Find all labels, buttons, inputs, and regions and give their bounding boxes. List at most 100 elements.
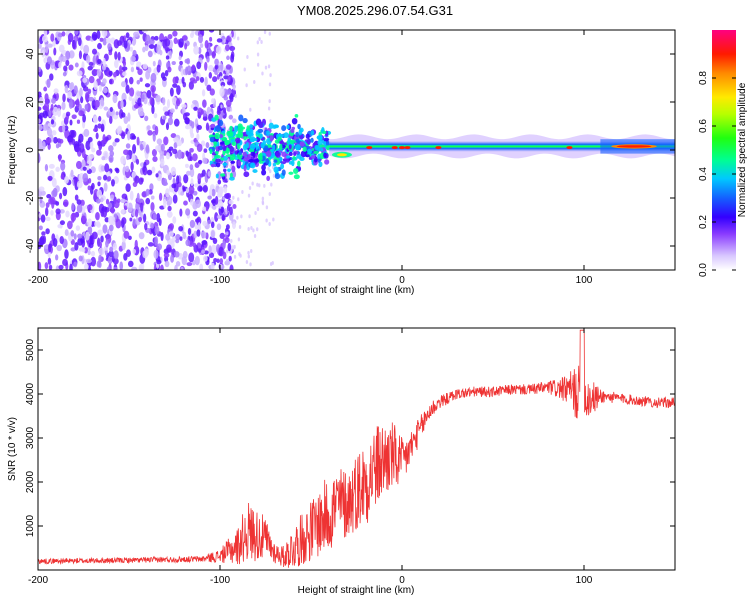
noise-dot (129, 87, 135, 97)
noise-dot (211, 50, 216, 59)
noise-dot (114, 59, 119, 69)
noise-dot (171, 183, 177, 189)
noise-dot (125, 143, 131, 149)
noise-dot (229, 45, 236, 52)
noise-dot (98, 247, 105, 256)
noise-dot (188, 252, 195, 263)
noise-dot (38, 66, 42, 73)
noise-dot (78, 37, 82, 47)
blob-dot (259, 133, 263, 139)
noise-dot (93, 128, 99, 133)
noise-dot (64, 229, 69, 237)
noise-dot (175, 233, 181, 241)
noise-dot (136, 192, 140, 203)
sparse-dot (222, 196, 225, 201)
noise-dot (102, 209, 107, 218)
noise-dot (96, 149, 102, 156)
noise-dot (83, 246, 88, 254)
sparse-dot (270, 182, 273, 187)
noise-dot (125, 32, 130, 39)
noise-dot (50, 209, 54, 216)
noise-dot (220, 206, 225, 213)
sparse-dot (221, 85, 224, 90)
noise-dot (181, 35, 188, 41)
noise-dot (82, 86, 89, 92)
blob-dot (231, 165, 236, 173)
band-hotspot (391, 146, 398, 150)
noise-dot (160, 264, 164, 270)
noise-dot (60, 173, 65, 180)
noise-dot (131, 152, 136, 162)
sparse-dot (261, 200, 265, 205)
noise-dot (41, 140, 46, 150)
noise-dot (70, 212, 77, 222)
noise-dot (39, 235, 45, 246)
noise-dot (91, 182, 95, 190)
blob-dot (242, 117, 248, 124)
noise-dot (77, 237, 83, 246)
noise-dot (141, 94, 145, 103)
spectrogram-xtick-label: 0 (399, 275, 405, 286)
noise-dot (208, 30, 215, 33)
noise-dot (176, 175, 180, 185)
sparse-dot (254, 211, 257, 216)
noise-dot (51, 177, 57, 188)
noise-dot (74, 241, 79, 251)
blob-dot (292, 155, 296, 161)
noise-dot (195, 199, 202, 208)
noise-dot (74, 30, 79, 35)
sparse-dot (225, 258, 229, 263)
sparse-dot (247, 250, 250, 255)
noise-dot (123, 149, 129, 156)
noise-dot (76, 180, 83, 189)
noise-dot (218, 71, 223, 78)
sparse-dot (268, 99, 271, 104)
noise-dot (86, 155, 92, 165)
noise-dot (96, 68, 102, 77)
blob-dot (281, 125, 287, 132)
noise-dot (59, 220, 66, 226)
noise-dot (47, 257, 52, 265)
noise-dot (195, 76, 200, 82)
noise-dot (154, 225, 160, 235)
snr-series-line (38, 329, 675, 568)
noise-dot (167, 117, 174, 126)
blob-dot (293, 152, 297, 157)
noise-dot (138, 177, 144, 185)
noise-dot (170, 133, 177, 139)
noise-dot (38, 118, 41, 124)
noise-dot (225, 192, 232, 200)
noise-dot (115, 168, 120, 174)
noise-dot (152, 132, 156, 142)
sparse-dot (269, 169, 272, 174)
noise-dot (185, 124, 191, 130)
blob-dot (284, 158, 290, 163)
noise-dot (132, 218, 137, 226)
band-hotspot (404, 146, 411, 150)
noise-dot (50, 103, 54, 111)
noise-dot (58, 154, 62, 162)
blob-dot (294, 144, 301, 151)
sparse-dot (245, 83, 248, 88)
noise-dot (45, 43, 49, 54)
sparse-dot (256, 62, 260, 67)
noise-dot (175, 238, 180, 244)
noise-dot (202, 220, 208, 227)
noise-dot (232, 204, 237, 209)
noise-dot (46, 194, 52, 199)
noise-dot (142, 63, 148, 70)
noise-dot (108, 154, 114, 163)
noise-dot (136, 136, 140, 146)
noise-dot (46, 127, 53, 137)
noise-dot (47, 175, 53, 181)
noise-dot (210, 221, 215, 229)
noise-dot (145, 188, 150, 197)
noise-dot (80, 96, 84, 104)
snr-ylabel: SNR (10 * v/v) (7, 417, 18, 481)
noise-dot (43, 57, 48, 64)
noise-dot (216, 258, 220, 263)
noise-dot (92, 116, 98, 124)
noise-dot (52, 187, 58, 198)
noise-dot (189, 147, 194, 153)
noise-dot (76, 70, 83, 77)
